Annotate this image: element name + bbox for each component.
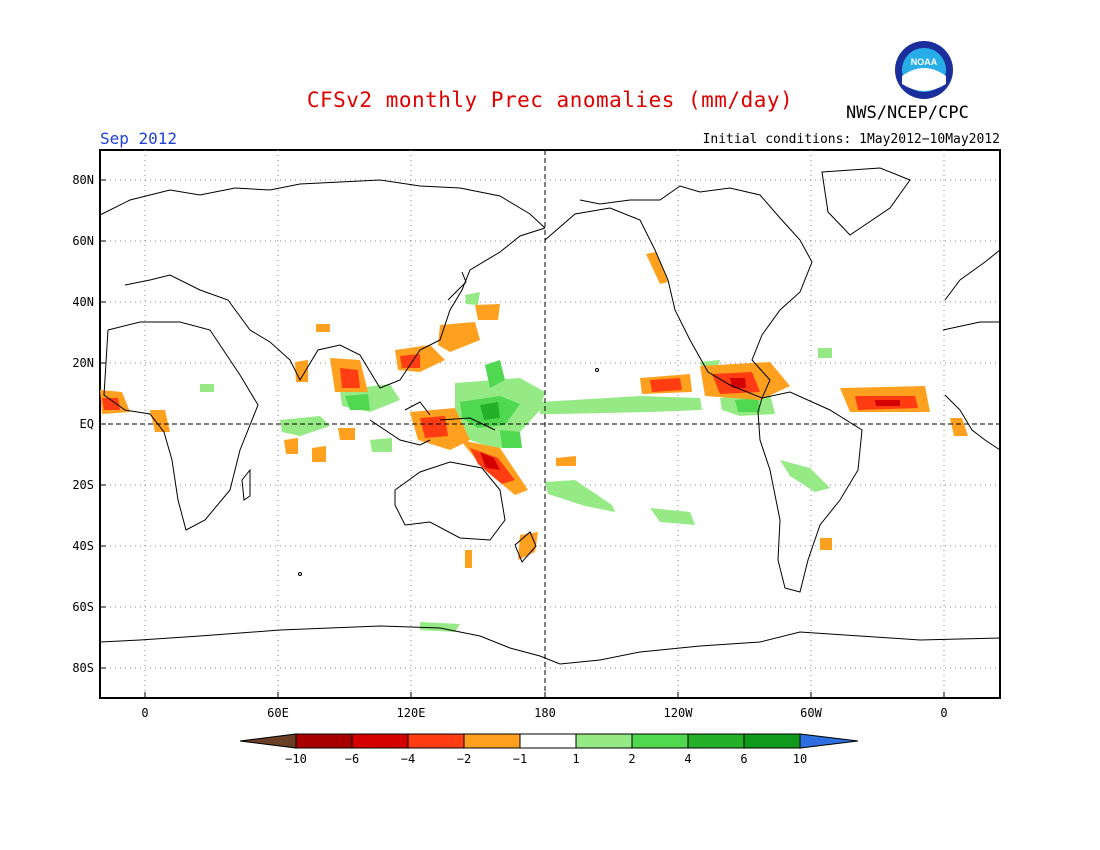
colorbar-label: −4 (401, 752, 415, 766)
longitude-labels: 0 60E 120E 180 120W 60W 0 (141, 706, 947, 720)
axis-ticks (100, 179, 945, 698)
colorbar-label: 10 (793, 752, 807, 766)
page-title: CFSv2 monthly Prec anomalies (mm/day) (306, 88, 794, 112)
lon-label: 120W (664, 706, 694, 720)
colorbar-label: 4 (684, 752, 691, 766)
colorbar (239, 733, 859, 749)
lon-label: 60W (800, 706, 822, 720)
lon-label: 0 (940, 706, 947, 720)
agency-label: NWS/NCEP/CPC (846, 103, 969, 123)
lat-label: 80N (72, 173, 94, 187)
lat-label: 60S (72, 600, 94, 614)
colorbar-swatch (463, 733, 521, 749)
colorbar-label: −10 (285, 752, 307, 766)
forecast-month: Sep 2012 (100, 129, 178, 148)
anomaly-shading (100, 252, 968, 632)
colorbar-label: −2 (457, 752, 471, 766)
colorbar-swatch (295, 733, 353, 749)
colorbar-arrow-right (799, 733, 859, 749)
negative-anomaly-strong (480, 378, 900, 470)
lat-label: 20N (72, 356, 94, 370)
coastlines (99, 167, 1001, 665)
colorbar-label: 2 (628, 752, 635, 766)
colorbar-swatch (743, 733, 801, 749)
colorbar-swatch (575, 733, 633, 749)
lon-label: 0 (141, 706, 148, 720)
noaa-logo-text: NOAA (911, 57, 938, 67)
lat-label: 80S (72, 661, 94, 675)
lat-label: EQ (80, 417, 94, 431)
colorbar-label: 6 (740, 752, 747, 766)
colorbar-swatch (351, 733, 409, 749)
colorbar-swatch (407, 733, 465, 749)
colorbar-swatch (519, 733, 577, 749)
lat-label: 40N (72, 295, 94, 309)
colorbar-swatch (631, 733, 689, 749)
lat-label: 40S (72, 539, 94, 553)
lat-label: 60N (72, 234, 94, 248)
colorbar-arrow-left (239, 733, 297, 749)
latitude-labels: 80N 60N 40N 20N EQ 20S 40S 60S 80S (72, 173, 94, 675)
lon-label: 60E (267, 706, 289, 720)
colorbar-label: −1 (513, 752, 527, 766)
positive-anomaly-strong (480, 402, 500, 420)
initial-conditions: Initial conditions: 1May2012−10May2012 (702, 132, 1000, 147)
lon-label: 180 (534, 706, 556, 720)
colorbar-label: 1 (572, 752, 579, 766)
colorbar-labels: −10 −6 −4 −2 −1 1 2 4 6 10 (285, 752, 807, 766)
colorbar-swatch (687, 733, 745, 749)
lat-label: 20S (72, 478, 94, 492)
colorbar-label: −6 (345, 752, 359, 766)
lon-label: 120E (397, 706, 426, 720)
noaa-logo: NOAA (894, 40, 954, 100)
